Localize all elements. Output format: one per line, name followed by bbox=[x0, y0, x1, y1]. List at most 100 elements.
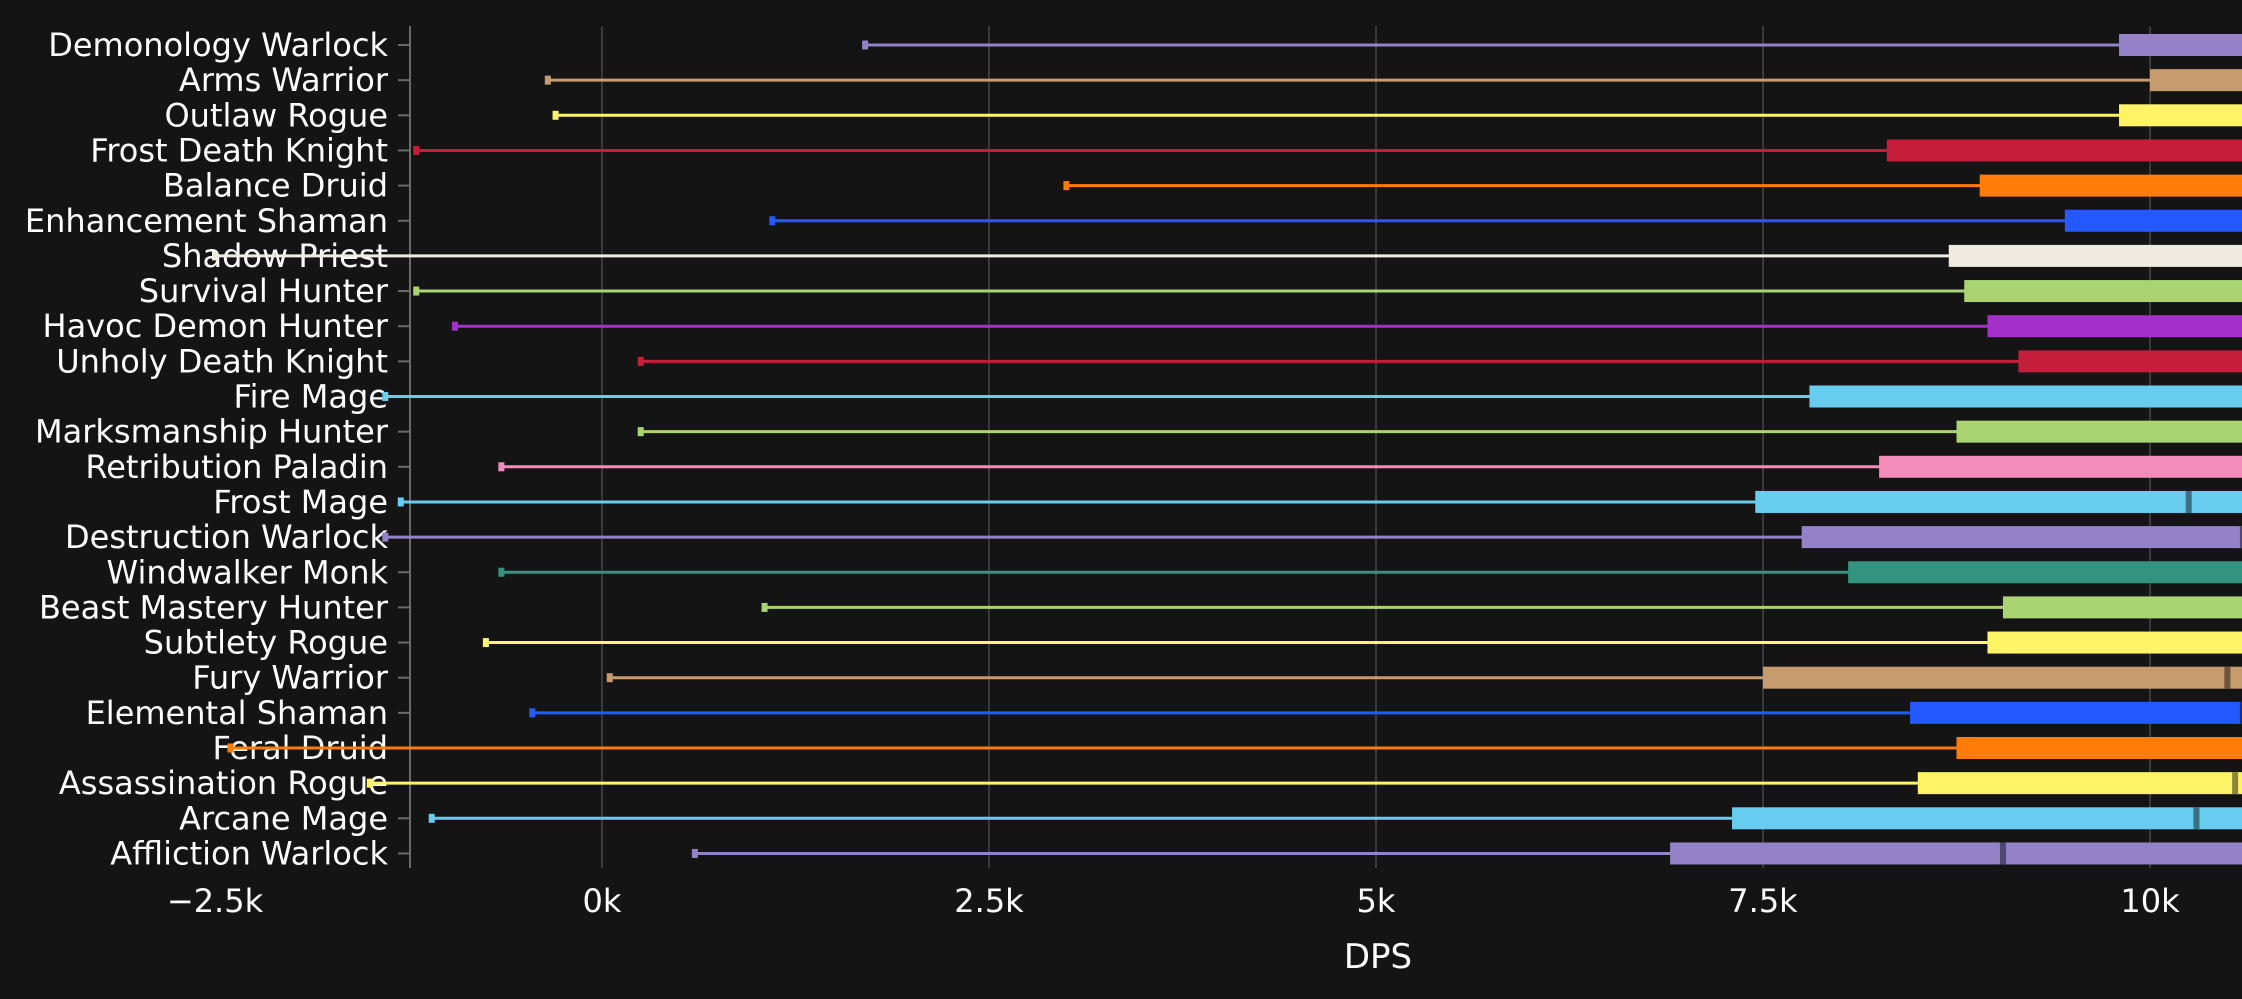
iqr-box bbox=[1809, 385, 2242, 408]
box-row bbox=[529, 701, 2242, 724]
spec-label: Marksmanship Hunter bbox=[35, 413, 389, 451]
whisker-cap-low bbox=[451, 321, 458, 331]
spec-label: Unholy Death Knight bbox=[56, 342, 388, 380]
median-marker bbox=[2224, 666, 2231, 689]
box-row bbox=[482, 631, 2242, 654]
x-axis-title: DPS bbox=[1344, 937, 1412, 977]
whisker-cap-low bbox=[552, 110, 559, 120]
spec-label: Outlaw Rogue bbox=[164, 96, 388, 134]
whisker-cap-low bbox=[606, 673, 613, 683]
whisker-cap-low bbox=[769, 216, 776, 226]
x-tick-label: 10k bbox=[2120, 882, 2180, 920]
spec-label: Frost Mage bbox=[213, 483, 388, 521]
whisker-cap-low bbox=[498, 462, 505, 472]
spec-label: Fire Mage bbox=[234, 378, 389, 416]
gridlines bbox=[601, 26, 2151, 868]
box-row bbox=[637, 350, 2242, 373]
whisker-cap-low bbox=[382, 392, 389, 401]
iqr-box bbox=[2119, 34, 2242, 56]
median-marker bbox=[2239, 526, 2242, 549]
x-tick-label: −2.5k bbox=[167, 882, 264, 920]
spec-label: Survival Hunter bbox=[139, 272, 389, 310]
iqr-box bbox=[1848, 561, 2242, 584]
median-marker bbox=[1999, 842, 2006, 865]
iqr-box bbox=[2002, 596, 2242, 619]
iqr-box bbox=[1917, 772, 2242, 795]
box-row bbox=[498, 455, 2242, 478]
iqr-box bbox=[1948, 244, 2242, 267]
whisker-cap-low bbox=[761, 602, 768, 612]
box-row bbox=[544, 69, 2242, 92]
iqr-box bbox=[1763, 666, 2242, 689]
box-row bbox=[769, 209, 2242, 232]
spec-label: Fury Warrior bbox=[192, 659, 389, 697]
whisker-cap-low bbox=[637, 356, 644, 366]
iqr-box bbox=[2064, 209, 2242, 232]
whisker-cap-low bbox=[691, 848, 698, 858]
whisker-cap-low bbox=[397, 497, 404, 507]
whisker-cap-low bbox=[1063, 181, 1070, 191]
iqr-box bbox=[1886, 139, 2242, 162]
box-row bbox=[413, 139, 2242, 162]
x-tick-label: 7.5k bbox=[1728, 882, 1798, 920]
iqr-box bbox=[1987, 315, 2242, 338]
spec-label: Assassination Rogue bbox=[59, 764, 388, 802]
iqr-box bbox=[1755, 490, 2242, 513]
whisker-cap-low bbox=[227, 743, 234, 753]
iqr-box bbox=[1979, 174, 2242, 197]
whisker-cap-low bbox=[212, 251, 218, 261]
iqr-box bbox=[2018, 350, 2242, 373]
iqr-box bbox=[1956, 737, 2242, 759]
median-marker bbox=[2193, 807, 2200, 830]
iqr-box bbox=[1879, 455, 2242, 478]
spec-label: Arms Warrior bbox=[179, 61, 389, 99]
box-row bbox=[637, 420, 2242, 443]
box-row bbox=[212, 244, 2242, 267]
spec-label: Subtlety Rogue bbox=[144, 624, 388, 662]
spec-label: Beast Mastery Hunter bbox=[39, 588, 389, 626]
iqr-box bbox=[1910, 701, 2242, 724]
box-row bbox=[227, 737, 2242, 759]
whisker-cap-low bbox=[637, 427, 644, 437]
x-tick-label: 2.5k bbox=[954, 882, 1024, 920]
box-row bbox=[552, 104, 2242, 127]
spec-label: Arcane Mage bbox=[179, 799, 388, 837]
iqr-box bbox=[2119, 104, 2242, 127]
spec-label: Destruction Warlock bbox=[65, 518, 388, 556]
box-row bbox=[691, 842, 2242, 865]
whisker-cap-low bbox=[862, 40, 869, 50]
box-row bbox=[397, 490, 2242, 513]
whisker-cap-low bbox=[529, 708, 536, 718]
whisker-cap-low bbox=[498, 567, 505, 577]
spec-label: Windwalker Monk bbox=[107, 553, 389, 591]
spec-label: Retribution Paladin bbox=[85, 448, 388, 486]
x-tick-label: 0k bbox=[583, 882, 622, 920]
spec-label: Affliction Warlock bbox=[110, 834, 388, 872]
whisker-cap-low bbox=[366, 778, 373, 788]
iqr-box bbox=[1956, 420, 2242, 443]
iqr-box bbox=[1801, 526, 2242, 549]
iqr-box bbox=[1987, 631, 2242, 654]
whisker-cap-low bbox=[413, 145, 420, 155]
box-row bbox=[761, 596, 2242, 619]
box-row bbox=[366, 772, 2242, 795]
iqr-box bbox=[2150, 69, 2242, 92]
median-marker bbox=[2239, 701, 2242, 724]
whisker-cap-low bbox=[482, 638, 489, 648]
box-row bbox=[498, 561, 2242, 584]
spec-label: Enhancement Shaman bbox=[25, 202, 388, 240]
iqr-box bbox=[1670, 842, 2242, 865]
spec-label: Elemental Shaman bbox=[86, 694, 388, 732]
whisker-cap-low bbox=[413, 286, 420, 296]
iqr-box bbox=[1732, 807, 2242, 830]
box-row bbox=[382, 385, 2242, 408]
x-tick-label: 5k bbox=[1357, 882, 1396, 920]
box-row bbox=[428, 807, 2242, 830]
box-row bbox=[1063, 174, 2242, 197]
box-row bbox=[606, 666, 2242, 689]
whisker-cap-low bbox=[544, 75, 551, 85]
box-row bbox=[451, 315, 2242, 338]
